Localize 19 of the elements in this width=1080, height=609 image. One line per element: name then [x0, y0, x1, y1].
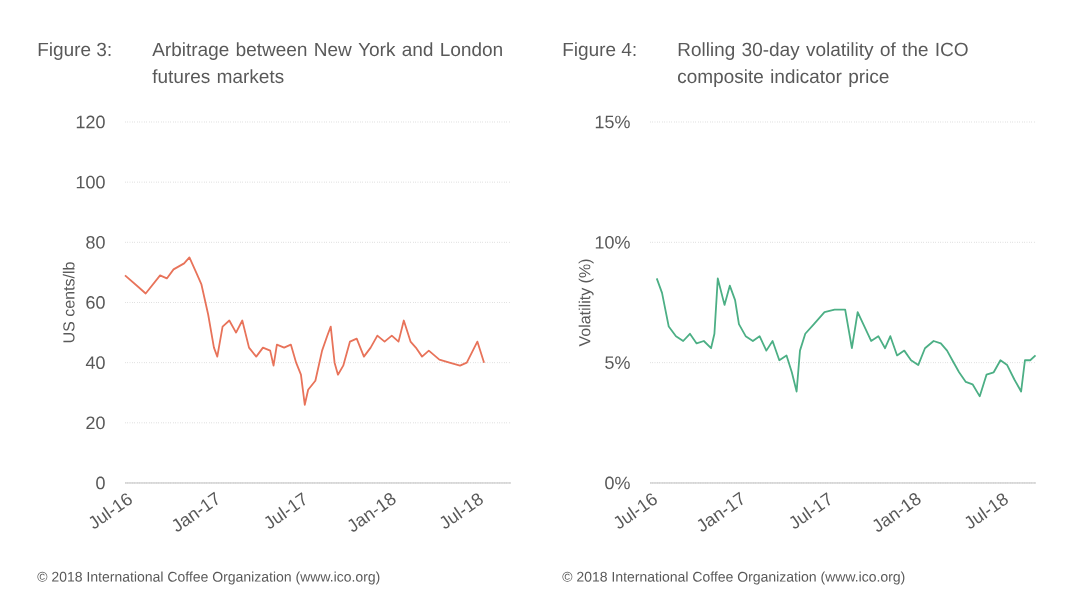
chart-subtitle: Rolling 30-day volatility of the ICO composite indicator price [678, 42, 968, 87]
y-tick-label: 120 [76, 115, 105, 129]
chart-title: Figure 4: [563, 42, 636, 60]
y-tick-label: 15% [595, 115, 630, 129]
chart-title: Figure 3: [38, 42, 111, 60]
chart-subtitle: Arbitrage between New York and London futures markets [152, 42, 502, 84]
y-tick-label: 0 [96, 476, 105, 490]
y-tick-label: 10% [595, 235, 630, 249]
y-axis-title: Volatility (%) [578, 259, 594, 347]
y-tick-label: 60 [86, 296, 105, 309]
y-axis-title: US cents/lb [62, 262, 75, 343]
y-tick-label: 5% [605, 356, 630, 369]
text: © 2018 International Coffee Organization (www.ico.org) [37, 571, 380, 585]
y-tick-label: 80 [86, 235, 105, 249]
text: © 2018 International Coffee Organization (www.ico.org) [562, 571, 905, 585]
y-tick-label: 0% [605, 476, 630, 490]
y-tick-label: 40 [85, 356, 105, 370]
y-tick-label: 20 [86, 416, 105, 430]
y-tick-label: 100 [76, 175, 105, 189]
